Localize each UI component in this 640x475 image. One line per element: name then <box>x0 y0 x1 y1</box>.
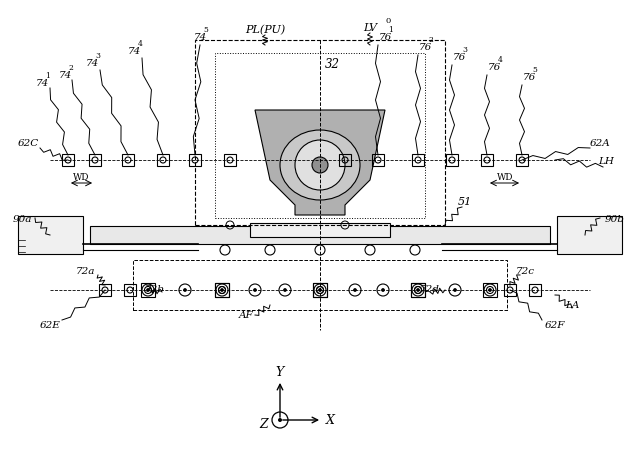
Circle shape <box>284 288 287 292</box>
Text: 76: 76 <box>522 74 536 83</box>
Text: 76: 76 <box>488 64 500 73</box>
Text: 74: 74 <box>58 70 72 79</box>
Bar <box>157 154 169 166</box>
Circle shape <box>454 288 456 292</box>
Text: 5: 5 <box>532 66 537 75</box>
Ellipse shape <box>280 130 360 200</box>
Circle shape <box>147 288 150 292</box>
Text: 2: 2 <box>68 64 73 72</box>
Text: 74: 74 <box>193 34 207 42</box>
Bar <box>481 154 493 166</box>
Bar <box>372 154 384 166</box>
Bar <box>62 154 74 166</box>
Circle shape <box>312 157 328 173</box>
Text: Z: Z <box>259 418 268 431</box>
Text: WD: WD <box>73 173 89 182</box>
Text: 4: 4 <box>138 40 142 48</box>
Text: 62F: 62F <box>545 321 565 330</box>
Text: PL(PU): PL(PU) <box>245 25 285 35</box>
Text: 72a: 72a <box>76 267 95 276</box>
Circle shape <box>295 140 345 190</box>
Bar <box>189 154 201 166</box>
Circle shape <box>221 288 223 292</box>
Text: 32: 32 <box>324 58 339 72</box>
Circle shape <box>319 288 321 292</box>
Bar <box>195 40 445 225</box>
Bar <box>339 154 351 166</box>
Text: 72d: 72d <box>420 285 440 294</box>
Text: LH: LH <box>598 158 614 167</box>
Bar <box>313 283 327 297</box>
Bar <box>446 154 458 166</box>
Text: 76: 76 <box>452 54 466 63</box>
Bar <box>215 53 425 218</box>
Text: X: X <box>326 414 335 427</box>
Bar <box>124 284 136 296</box>
Bar <box>411 283 425 297</box>
Bar <box>483 283 497 297</box>
Text: 72c: 72c <box>515 267 534 276</box>
Text: 62A: 62A <box>589 139 611 148</box>
Bar <box>18 216 83 254</box>
Text: 3: 3 <box>95 53 100 60</box>
Text: 4: 4 <box>497 57 502 65</box>
Polygon shape <box>255 110 385 215</box>
Bar <box>215 283 229 297</box>
Bar <box>99 284 111 296</box>
Bar <box>250 223 390 237</box>
Circle shape <box>184 288 186 292</box>
Text: 74: 74 <box>85 59 99 68</box>
Text: AF: AF <box>239 311 253 320</box>
Bar <box>529 284 541 296</box>
Circle shape <box>278 418 282 422</box>
Bar <box>224 154 236 166</box>
Text: 76: 76 <box>419 44 431 53</box>
Text: 72b: 72b <box>145 285 165 294</box>
Bar <box>141 283 155 297</box>
Bar <box>412 154 424 166</box>
Text: 76: 76 <box>378 34 392 42</box>
Text: WD: WD <box>497 173 513 182</box>
Circle shape <box>353 288 356 292</box>
Bar <box>411 283 425 297</box>
Bar <box>90 226 550 244</box>
Bar <box>504 284 516 296</box>
Bar <box>516 154 528 166</box>
Circle shape <box>488 288 492 292</box>
Text: LV: LV <box>363 23 377 33</box>
Text: 1: 1 <box>45 72 51 79</box>
Text: 74: 74 <box>127 48 141 57</box>
Bar <box>133 260 507 310</box>
Text: 90b: 90b <box>605 216 625 225</box>
Bar <box>557 216 622 254</box>
Bar <box>313 283 327 297</box>
Text: 51: 51 <box>458 197 472 207</box>
Text: 90a: 90a <box>12 216 32 225</box>
Circle shape <box>417 288 419 292</box>
Text: 62E: 62E <box>40 321 60 330</box>
Bar <box>215 283 229 297</box>
Text: 62C: 62C <box>17 139 38 148</box>
Text: 3: 3 <box>462 47 467 55</box>
Text: 0: 0 <box>386 17 391 25</box>
Text: 1: 1 <box>388 27 393 35</box>
Text: 2: 2 <box>428 37 433 45</box>
Circle shape <box>253 288 257 292</box>
Bar <box>89 154 101 166</box>
Text: LA: LA <box>565 301 579 310</box>
Text: Y: Y <box>276 365 284 379</box>
Text: 5: 5 <box>204 27 208 35</box>
Bar <box>122 154 134 166</box>
Circle shape <box>381 288 385 292</box>
Text: 74: 74 <box>35 78 49 87</box>
